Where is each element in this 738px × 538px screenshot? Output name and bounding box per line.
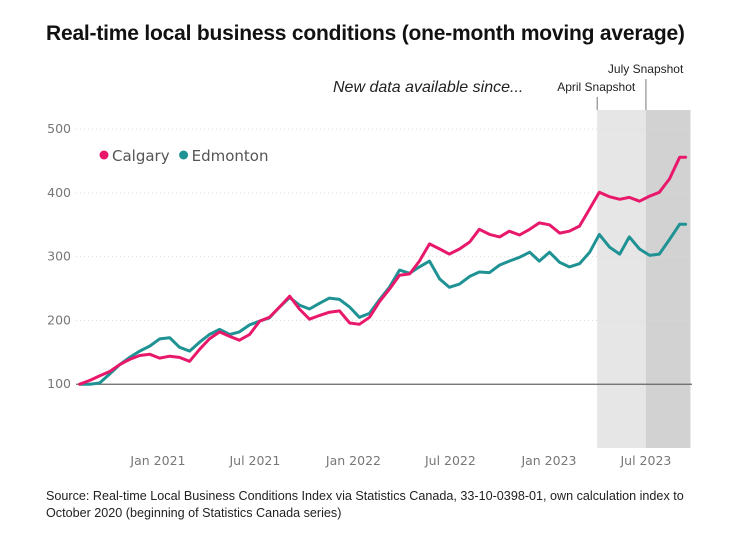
- x-tick-label: Jan 2021: [129, 453, 185, 468]
- series-line-calgary: [78, 155, 688, 386]
- y-tick-label: 100: [47, 376, 71, 391]
- y-tick-label: 300: [47, 249, 71, 264]
- legend-marker-calgary: [99, 150, 109, 160]
- legend-marker-edmonton: [179, 150, 189, 160]
- chart-title: Real-time local business conditions (one…: [46, 22, 685, 45]
- april-snapshot-label: April Snapshot: [557, 80, 636, 94]
- x-tick-label: Jul 2023: [619, 453, 671, 468]
- shaded-region-july: [645, 110, 691, 448]
- y-tick-label: 400: [47, 185, 71, 200]
- series-line-edmonton: [78, 222, 688, 386]
- x-tick-label: Jan 2023: [520, 453, 576, 468]
- legend-label-calgary: Calgary: [112, 147, 170, 165]
- y-tick-label: 500: [47, 121, 71, 136]
- x-tick-label: Jul 2021: [228, 453, 280, 468]
- source-note: Source: Real-time Local Business Conditi…: [46, 489, 684, 520]
- annotation-text: New data available since...: [333, 79, 524, 96]
- july-snapshot-label: July Snapshot: [608, 62, 684, 76]
- y-tick-label: 200: [47, 312, 71, 327]
- x-tick-label: Jan 2022: [325, 453, 381, 468]
- x-tick-label: Jul 2022: [424, 453, 476, 468]
- legend-label-edmonton: Edmonton: [192, 147, 269, 165]
